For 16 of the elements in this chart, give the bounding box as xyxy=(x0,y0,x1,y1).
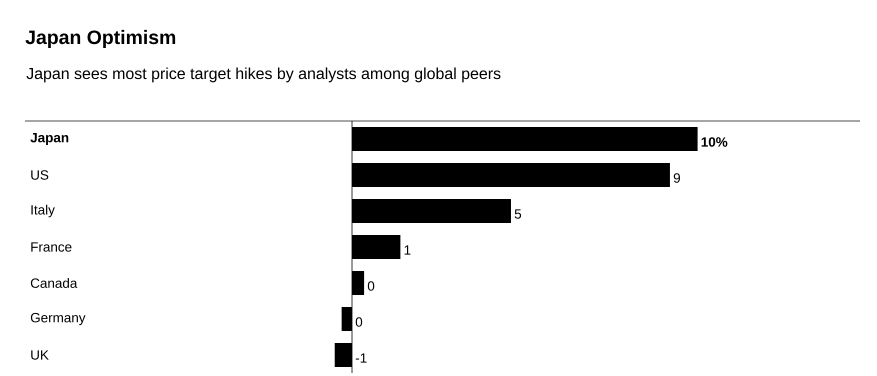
y-tick-label: US xyxy=(31,170,48,180)
data-label: 5 xyxy=(514,209,522,219)
chart-subtitle: Japan sees most price target hikes by analysts among global peers xyxy=(26,67,500,82)
y-tick-label: France xyxy=(31,242,72,252)
y-tick-label: Italy xyxy=(31,204,55,218)
text: Japan Optimism xyxy=(26,30,176,48)
data-label: 1 xyxy=(404,245,410,255)
y-tick-label: UK xyxy=(31,350,49,360)
data-label: 0 xyxy=(368,281,374,291)
y-tick-label: Japan xyxy=(30,132,68,146)
y-tick-label: Canada xyxy=(30,278,78,288)
data-label: -1 xyxy=(356,353,367,363)
y-tick-label: Germany xyxy=(30,312,86,326)
data-label: 9 xyxy=(674,173,680,183)
data-label: 10% xyxy=(702,137,728,147)
data-label: 0 xyxy=(356,317,362,327)
